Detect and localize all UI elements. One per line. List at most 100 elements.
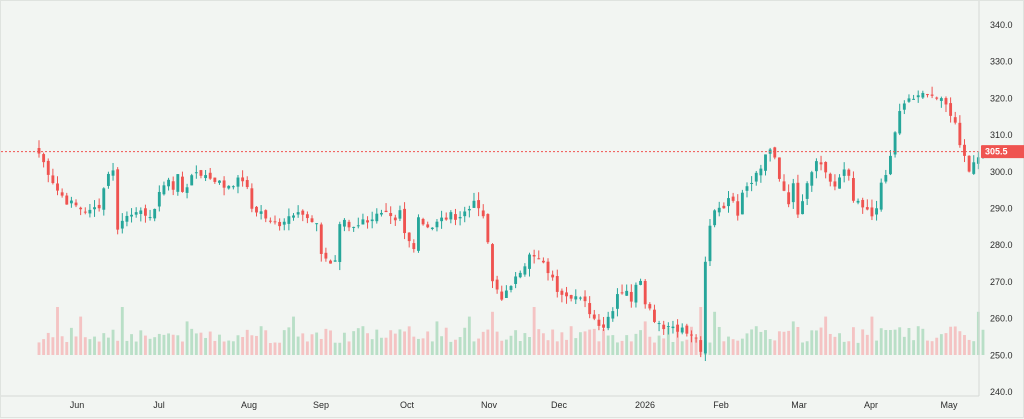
volume-bar bbox=[467, 316, 471, 355]
candle-body bbox=[292, 215, 295, 218]
time-axis-tick: Nov bbox=[481, 400, 498, 410]
candle-body bbox=[851, 178, 855, 201]
candle-body bbox=[889, 155, 892, 175]
volume-bar bbox=[750, 329, 754, 355]
volume-bar bbox=[430, 341, 434, 355]
candle-body bbox=[199, 170, 203, 176]
candle-body bbox=[639, 280, 643, 285]
candles bbox=[37, 86, 985, 362]
volume-bar bbox=[199, 332, 203, 355]
candle-body bbox=[366, 220, 369, 223]
candle-body bbox=[796, 182, 800, 215]
volume-bar bbox=[97, 341, 101, 355]
volume-bar bbox=[338, 342, 342, 355]
volume-bar bbox=[134, 341, 138, 355]
volume-bar bbox=[814, 330, 818, 355]
time-axis-tick: Jun bbox=[70, 400, 85, 410]
candle-body bbox=[435, 221, 439, 228]
volume-bar bbox=[615, 342, 619, 355]
candle-body bbox=[338, 224, 342, 263]
volume-bar bbox=[902, 336, 906, 355]
volume-bar bbox=[796, 327, 800, 355]
volume-bar bbox=[435, 321, 439, 355]
volume-bar bbox=[412, 336, 416, 355]
candle-body bbox=[268, 220, 272, 222]
volume-bar bbox=[111, 329, 115, 355]
volume-bar bbox=[389, 330, 393, 355]
volume-bar bbox=[791, 321, 795, 355]
candle-body bbox=[319, 224, 323, 254]
candle-body bbox=[727, 198, 730, 207]
candle-body bbox=[578, 297, 582, 299]
candle-body bbox=[500, 291, 504, 300]
volume-bar bbox=[648, 336, 652, 355]
candle-body bbox=[116, 169, 120, 230]
volume-bar bbox=[727, 336, 730, 355]
candle-body bbox=[356, 225, 360, 227]
candle-body bbox=[694, 337, 698, 339]
volume-bar bbox=[393, 333, 397, 355]
volume-bar bbox=[273, 342, 277, 355]
candle-body bbox=[893, 132, 897, 155]
candle-body bbox=[324, 252, 328, 259]
volume-bar bbox=[870, 316, 874, 355]
price-axis-tick: 340.0 bbox=[990, 20, 1013, 30]
volume-bar bbox=[976, 311, 980, 355]
candle-body bbox=[398, 210, 402, 219]
volume-bar bbox=[282, 330, 286, 355]
candle-body bbox=[176, 174, 180, 192]
volume-bar bbox=[157, 333, 161, 355]
volume-bar bbox=[421, 338, 425, 355]
candle-body bbox=[509, 286, 513, 290]
candle-body bbox=[278, 221, 282, 227]
volume-bar bbox=[454, 339, 457, 355]
candle-body bbox=[352, 226, 356, 228]
candle-body bbox=[870, 207, 874, 217]
candle-body bbox=[842, 169, 846, 176]
candle-body bbox=[560, 290, 564, 295]
volume-bar bbox=[481, 331, 485, 355]
volume-bar bbox=[208, 331, 212, 355]
candle-body bbox=[481, 210, 485, 217]
volume-bar bbox=[296, 336, 300, 355]
candle-body bbox=[477, 200, 481, 209]
volume-bar bbox=[847, 341, 851, 355]
candle-body bbox=[944, 98, 948, 105]
volume-bar bbox=[88, 339, 92, 355]
volume-bar bbox=[93, 336, 96, 355]
candle-body bbox=[958, 122, 962, 146]
candle-body bbox=[791, 183, 795, 203]
time-axis-tick: 2026 bbox=[635, 400, 655, 410]
volume-bar bbox=[634, 333, 638, 355]
volume-bar bbox=[116, 340, 120, 355]
candle-body bbox=[60, 192, 64, 196]
volume-bar bbox=[231, 341, 235, 355]
time-axis-tick: Apr bbox=[864, 400, 878, 410]
candle-body bbox=[967, 155, 971, 172]
candle-body bbox=[208, 172, 212, 179]
volume-bar bbox=[606, 335, 610, 355]
volume-bar bbox=[731, 339, 735, 355]
candle-body bbox=[407, 232, 411, 242]
volume-bar bbox=[148, 338, 152, 355]
candle-body bbox=[255, 206, 258, 213]
volume-bar bbox=[375, 329, 379, 355]
candle-body bbox=[417, 217, 420, 251]
candle-body bbox=[588, 303, 592, 315]
volume-bar bbox=[176, 335, 180, 355]
candle-body bbox=[736, 201, 740, 216]
candle-body bbox=[565, 292, 568, 297]
candle-body bbox=[611, 311, 615, 319]
candle-body bbox=[282, 221, 286, 225]
candle-body bbox=[703, 261, 707, 354]
price-axis-tick: 250.0 bbox=[990, 350, 1013, 360]
candle-body bbox=[130, 214, 133, 217]
volume-bar bbox=[518, 341, 522, 355]
candle-body bbox=[236, 177, 240, 187]
candle-body bbox=[514, 276, 518, 284]
candle-body bbox=[250, 188, 254, 209]
candle-body bbox=[139, 210, 143, 214]
volume-bar bbox=[879, 328, 883, 355]
volume-bar bbox=[514, 330, 518, 355]
volume-bar bbox=[597, 341, 601, 355]
